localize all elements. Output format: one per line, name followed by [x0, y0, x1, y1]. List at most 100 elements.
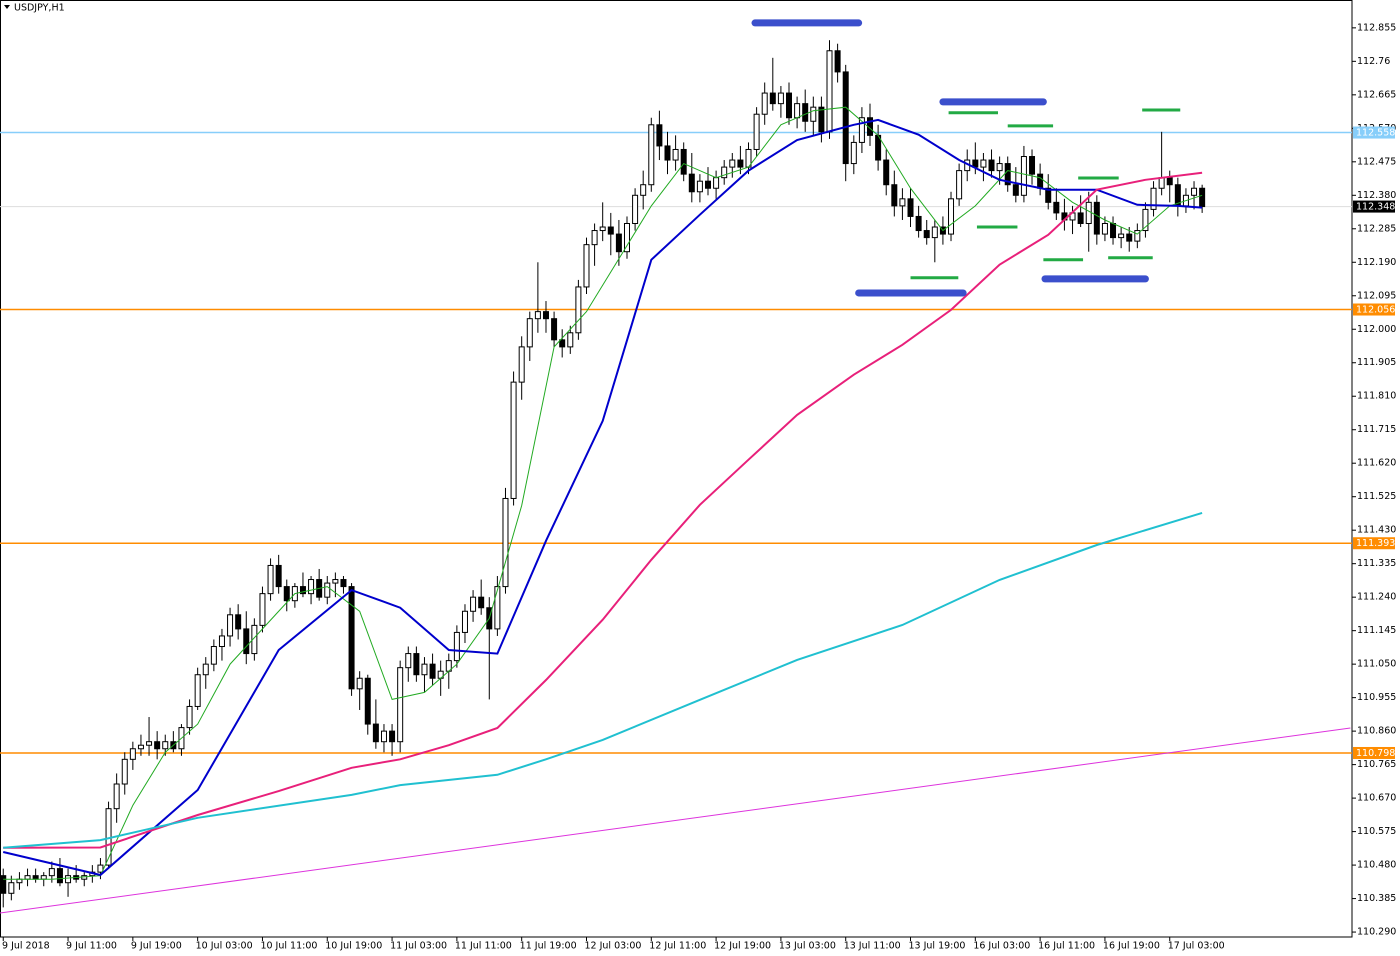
x-tick-label: 12 Jul 03:00 — [584, 941, 641, 952]
candle-body — [1012, 184, 1019, 196]
candle-body — [850, 141, 857, 165]
candle-body — [1101, 222, 1108, 235]
candle-body — [283, 586, 290, 602]
candle-body — [826, 50, 833, 133]
x-tick-label: 11 Jul 03:00 — [390, 941, 447, 952]
candle-body — [1053, 201, 1060, 214]
x-tick-label: 16 Jul 03:00 — [973, 941, 1030, 952]
candle-body — [48, 868, 55, 877]
candle-body — [518, 346, 525, 383]
y-tick-label: 112.855 — [1357, 22, 1396, 33]
candle-body — [802, 103, 809, 122]
candle-body — [988, 159, 995, 172]
candle-body — [1029, 156, 1036, 175]
y-tick-label: 110.765 — [1357, 759, 1396, 770]
indicator-line — [3, 511, 1203, 849]
candle-body — [1110, 222, 1117, 239]
candle-body — [575, 286, 582, 334]
candle-body — [56, 868, 63, 884]
y-tick-label: 111.810 — [1357, 391, 1396, 402]
candle-body — [194, 674, 201, 707]
candle-body — [1093, 201, 1100, 235]
candle-body — [753, 113, 760, 150]
candle-body — [1077, 212, 1084, 224]
candle-body — [340, 579, 347, 588]
candle-body — [858, 117, 865, 143]
candle-body — [97, 864, 104, 873]
candle-body — [672, 148, 679, 161]
candle-body — [729, 159, 736, 168]
candle-body — [640, 184, 647, 196]
candle-body — [348, 586, 355, 690]
candle-body — [413, 653, 420, 676]
price-tag — [1353, 126, 1395, 139]
candle-body — [1004, 163, 1011, 186]
candle-body — [478, 596, 485, 609]
indicator-line — [0, 727, 1351, 914]
candle-body — [461, 610, 468, 633]
candle-body — [494, 586, 501, 630]
y-tick-label: 111.240 — [1357, 592, 1396, 603]
y-tick-label: 111.620 — [1357, 458, 1396, 469]
price-tag — [1353, 303, 1395, 316]
price-tag-label: 111.393 — [1356, 538, 1395, 549]
candle-body — [243, 628, 250, 655]
candle-body — [534, 311, 541, 320]
y-tick-label: 112.000 — [1357, 324, 1396, 335]
x-tick-label: 10 Jul 19:00 — [325, 941, 382, 952]
y-tick-label: 111.335 — [1357, 558, 1396, 569]
candle-body — [405, 653, 412, 669]
candle-body — [559, 339, 566, 348]
candle-body — [834, 50, 841, 73]
candle-body — [324, 582, 331, 598]
candle-body — [607, 226, 614, 235]
price-tag-label: 112.056 — [1356, 305, 1395, 316]
candle-body — [956, 170, 963, 200]
candle-body — [680, 148, 687, 175]
candle-body — [364, 677, 371, 725]
y-tick-label: 110.480 — [1357, 860, 1396, 871]
y-tick-label: 110.955 — [1357, 692, 1396, 703]
plot-frame — [0, 0, 1353, 938]
candle-body — [761, 92, 768, 115]
candle-body — [332, 579, 339, 584]
candle-body — [251, 624, 258, 655]
candle-body — [1134, 230, 1141, 242]
candle-body — [923, 230, 930, 239]
candle-body — [769, 92, 776, 105]
price-tag — [1353, 537, 1395, 550]
y-tick-label: 111.145 — [1357, 625, 1396, 636]
candle-body — [397, 667, 404, 743]
candle-body — [980, 159, 987, 168]
candle-body — [599, 226, 606, 232]
candle-body — [721, 166, 728, 179]
candle-body — [259, 593, 266, 626]
candle-body — [632, 194, 639, 224]
candle-body — [380, 730, 387, 743]
candle-body — [8, 882, 15, 894]
y-tick-label: 112.665 — [1357, 89, 1396, 100]
indicator-line — [2, 118, 1203, 877]
candle-body — [948, 198, 955, 235]
indicator-line — [3, 171, 1203, 849]
candle-body — [542, 311, 549, 320]
candle-body — [842, 71, 849, 165]
y-tick-label: 112.190 — [1357, 257, 1396, 268]
candle-body — [121, 758, 128, 785]
candle-body — [696, 180, 703, 193]
candle-body — [704, 180, 711, 189]
x-tick-label: 12 Jul 11:00 — [649, 941, 706, 952]
candle-body — [794, 103, 801, 119]
candle-body — [0, 875, 7, 894]
candle-body — [453, 631, 460, 662]
candle-body — [1118, 233, 1125, 239]
candle-body — [32, 875, 39, 880]
x-tick-label: 12 Jul 19:00 — [714, 941, 771, 952]
candle-body — [202, 663, 209, 676]
price-tag-label: 110.798 — [1356, 748, 1395, 759]
candle-body — [1037, 173, 1044, 189]
x-tick-label: 13 Jul 19:00 — [909, 941, 966, 952]
x-tick-label: 13 Jul 11:00 — [844, 941, 901, 952]
x-tick-label: 16 Jul 11:00 — [1038, 941, 1095, 952]
candle-body — [648, 124, 655, 186]
